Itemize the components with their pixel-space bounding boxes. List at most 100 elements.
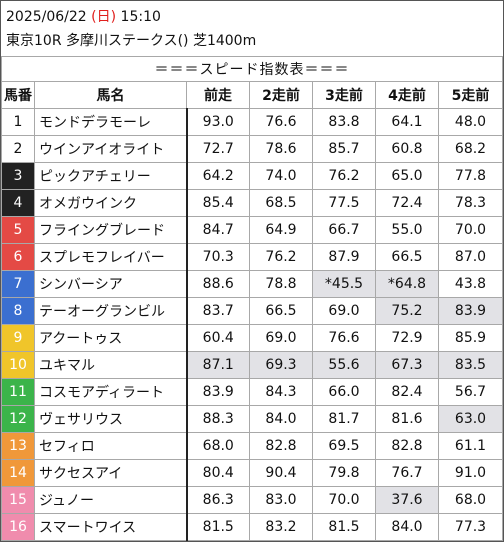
table-row: 12 ヴェサリウス 88.3 84.0 81.7 81.6 63.0 — [1, 405, 503, 433]
speed-index-value: 83.5 — [438, 351, 503, 379]
speed-index-value: 90.4 — [249, 459, 313, 487]
speed-index-value: 56.7 — [438, 378, 503, 406]
table-row: 7 シンバーシア 88.6 78.8 *45.5 *64.8 43.8 — [1, 270, 503, 298]
table-row: 6 スプレモフレイバー 70.3 76.2 87.9 66.5 87.0 — [1, 243, 503, 271]
speed-index-table: ＝＝＝スピード指数表＝＝＝ 馬番 馬名 前走 2走前 3走前 4走前 5走前 1… — [1, 56, 503, 541]
speed-index-value: 78.3 — [438, 189, 503, 217]
col-header-3back: 3走前 — [312, 81, 376, 109]
horse-number: 7 — [1, 270, 35, 298]
horse-number: 3 — [1, 162, 35, 190]
speed-index-value: 66.5 — [249, 297, 313, 325]
speed-index-value: 82.4 — [375, 378, 439, 406]
speed-index-value: 64.9 — [249, 216, 313, 244]
horse-name: シンバーシア — [34, 270, 188, 298]
table-row: 2 ウインアイオライト 72.7 78.6 85.7 60.8 68.2 — [1, 135, 503, 163]
speed-index-value: 76.7 — [375, 459, 439, 487]
speed-index-value: 84.7 — [186, 216, 250, 244]
speed-index-value: 93.0 — [186, 108, 250, 136]
horse-number: 2 — [1, 135, 35, 163]
speed-index-value: 76.6 — [249, 108, 313, 136]
table-row: 4 オメガウインク 85.4 68.5 77.5 72.4 78.3 — [1, 189, 503, 217]
horse-number: 14 — [1, 459, 35, 487]
race-dow: (日) — [91, 9, 117, 25]
speed-index-value: 82.8 — [249, 432, 313, 460]
horse-number: 6 — [1, 243, 35, 271]
speed-index-value: 83.9 — [186, 378, 250, 406]
horse-number: 11 — [1, 378, 35, 406]
speed-index-value: 83.9 — [438, 297, 503, 325]
horse-name: サクセスアイ — [34, 459, 188, 487]
speed-index-value: 72.4 — [375, 189, 439, 217]
speed-index-value: 77.5 — [312, 189, 376, 217]
speed-index-value: 82.8 — [375, 432, 439, 460]
col-header-last: 前走 — [186, 81, 250, 109]
speed-index-value: 69.3 — [249, 351, 313, 379]
speed-index-value: 68.0 — [438, 486, 503, 514]
horse-number: 8 — [1, 297, 35, 325]
horse-name: スプレモフレイバー — [34, 243, 188, 271]
column-header-row: 馬番 馬名 前走 2走前 3走前 4走前 5走前 — [1, 81, 503, 109]
race-datetime: 2025/06/22 (日) 15:10 — [6, 7, 161, 27]
speed-index-value: 76.2 — [312, 162, 376, 190]
horse-name: テーオーグランビル — [34, 297, 188, 325]
speed-index-value: 72.9 — [375, 324, 439, 352]
table-row: 10 ユキマル 87.1 69.3 55.6 67.3 83.5 — [1, 351, 503, 379]
speed-index-value: 85.9 — [438, 324, 503, 352]
col-header-5back: 5走前 — [438, 81, 503, 109]
speed-index-value: 83.8 — [312, 108, 376, 136]
race-date: 2025/06/22 — [6, 9, 87, 25]
horse-name: モンドデラモーレ — [34, 108, 188, 136]
speed-index-value: 76.2 — [249, 243, 313, 271]
speed-index-value: 68.2 — [438, 135, 503, 163]
horse-number: 1 — [1, 108, 35, 136]
speed-index-value: 79.8 — [312, 459, 376, 487]
speed-index-value: 87.9 — [312, 243, 376, 271]
speed-index-value: 70.0 — [438, 216, 503, 244]
speed-index-value: 85.7 — [312, 135, 376, 163]
speed-index-value: 64.1 — [375, 108, 439, 136]
horse-number: 5 — [1, 216, 35, 244]
table-title-row: ＝＝＝スピード指数表＝＝＝ — [1, 56, 503, 82]
table-row: 15 ジュノー 86.3 83.0 70.0 37.6 68.0 — [1, 486, 503, 514]
speed-index-value: 60.8 — [375, 135, 439, 163]
horse-number: 4 — [1, 189, 35, 217]
speed-index-value: 43.8 — [438, 270, 503, 298]
speed-index-value: 81.6 — [375, 405, 439, 433]
speed-index-value: 87.1 — [186, 351, 250, 379]
table-row: 14 サクセスアイ 80.4 90.4 79.8 76.7 91.0 — [1, 459, 503, 487]
horse-number: 9 — [1, 324, 35, 352]
table-row: 8 テーオーグランビル 83.7 66.5 69.0 75.2 83.9 — [1, 297, 503, 325]
horse-name: フライングブレード — [34, 216, 188, 244]
speed-index-value: 60.4 — [186, 324, 250, 352]
speed-index-value: 91.0 — [438, 459, 503, 487]
speed-index-value: 70.3 — [186, 243, 250, 271]
horse-name: ユキマル — [34, 351, 188, 379]
horse-number: 10 — [1, 351, 35, 379]
speed-index-value: 83.0 — [249, 486, 313, 514]
speed-index-value: 81.5 — [312, 513, 376, 541]
speed-index-value: 66.7 — [312, 216, 376, 244]
horse-name: セフィロ — [34, 432, 188, 460]
speed-index-value: 69.0 — [249, 324, 313, 352]
horse-name: コスモアディラート — [34, 378, 188, 406]
col-header-number: 馬番 — [1, 81, 35, 109]
horse-number: 13 — [1, 432, 35, 460]
speed-index-value: 74.0 — [249, 162, 313, 190]
speed-index-value: 67.3 — [375, 351, 439, 379]
table-title: ＝＝＝スピード指数表＝＝＝ — [1, 56, 503, 82]
horse-name: ヴェサリウス — [34, 405, 188, 433]
speed-index-value: 81.5 — [186, 513, 250, 541]
speed-index-value: 84.3 — [249, 378, 313, 406]
speed-index-value: *45.5 — [312, 270, 376, 298]
speed-index-value: 87.0 — [438, 243, 503, 271]
race-title: 東京10R 多摩川ステークス() 芝1400m — [6, 33, 257, 49]
speed-index-value: *64.8 — [375, 270, 439, 298]
horse-name: アクートゥス — [34, 324, 188, 352]
race-time: 15:10 — [120, 9, 161, 25]
speed-index-value: 55.6 — [312, 351, 376, 379]
table-row: 9 アクートゥス 60.4 69.0 76.6 72.9 85.9 — [1, 324, 503, 352]
speed-index-value: 75.2 — [375, 297, 439, 325]
speed-index-value: 76.6 — [312, 324, 376, 352]
speed-index-value: 69.0 — [312, 297, 376, 325]
speed-index-value: 66.5 — [375, 243, 439, 271]
